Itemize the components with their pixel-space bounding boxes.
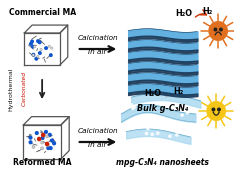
Circle shape bbox=[37, 55, 39, 58]
Circle shape bbox=[206, 101, 226, 121]
Circle shape bbox=[51, 47, 53, 49]
Circle shape bbox=[52, 141, 56, 146]
Circle shape bbox=[49, 53, 53, 57]
Circle shape bbox=[132, 121, 134, 123]
Circle shape bbox=[132, 107, 134, 109]
Circle shape bbox=[44, 46, 48, 50]
Circle shape bbox=[220, 28, 222, 31]
Text: H₂O: H₂O bbox=[144, 90, 161, 98]
Text: H₂O: H₂O bbox=[175, 9, 192, 19]
Circle shape bbox=[31, 45, 35, 49]
Circle shape bbox=[41, 133, 45, 137]
Circle shape bbox=[50, 139, 54, 143]
Circle shape bbox=[212, 108, 215, 111]
Text: Carbonated: Carbonated bbox=[22, 71, 27, 106]
Circle shape bbox=[32, 145, 35, 148]
Circle shape bbox=[176, 134, 178, 136]
Circle shape bbox=[149, 116, 151, 118]
Text: Calcination: Calcination bbox=[77, 35, 118, 41]
Circle shape bbox=[31, 53, 35, 57]
Circle shape bbox=[157, 132, 159, 134]
Circle shape bbox=[151, 133, 154, 136]
Circle shape bbox=[173, 121, 175, 124]
Circle shape bbox=[181, 114, 183, 116]
Text: Bulk g-C₃N₄: Bulk g-C₃N₄ bbox=[137, 104, 189, 113]
Circle shape bbox=[49, 146, 53, 150]
Text: In air: In air bbox=[88, 142, 107, 148]
Circle shape bbox=[46, 135, 49, 138]
Text: Reformed MA: Reformed MA bbox=[13, 158, 71, 167]
Circle shape bbox=[143, 116, 146, 118]
Circle shape bbox=[169, 135, 171, 137]
Text: Commercial MA: Commercial MA bbox=[9, 8, 76, 17]
Circle shape bbox=[132, 107, 135, 109]
Circle shape bbox=[38, 51, 42, 55]
Circle shape bbox=[48, 133, 52, 137]
Text: Calcination: Calcination bbox=[77, 128, 118, 134]
Circle shape bbox=[32, 54, 34, 56]
Circle shape bbox=[218, 108, 220, 111]
Text: H₂: H₂ bbox=[202, 6, 212, 15]
Circle shape bbox=[163, 120, 165, 123]
Circle shape bbox=[131, 127, 133, 129]
Circle shape bbox=[41, 141, 44, 144]
Circle shape bbox=[34, 57, 38, 61]
Text: Hydrothermal: Hydrothermal bbox=[8, 67, 13, 111]
Circle shape bbox=[40, 48, 42, 51]
Circle shape bbox=[214, 28, 217, 31]
Text: H₂: H₂ bbox=[173, 87, 184, 95]
Circle shape bbox=[40, 136, 45, 140]
Circle shape bbox=[186, 112, 189, 114]
Circle shape bbox=[45, 142, 49, 146]
Circle shape bbox=[147, 127, 149, 130]
Circle shape bbox=[29, 42, 33, 46]
Circle shape bbox=[41, 147, 44, 150]
Circle shape bbox=[46, 144, 49, 147]
Circle shape bbox=[134, 105, 136, 108]
Circle shape bbox=[46, 146, 50, 150]
Circle shape bbox=[208, 21, 228, 41]
Circle shape bbox=[153, 108, 156, 111]
Circle shape bbox=[33, 46, 36, 48]
Circle shape bbox=[38, 40, 42, 44]
Circle shape bbox=[36, 39, 40, 43]
Circle shape bbox=[145, 132, 148, 135]
Text: In air: In air bbox=[88, 49, 107, 55]
Circle shape bbox=[35, 131, 39, 135]
Circle shape bbox=[150, 123, 153, 125]
Circle shape bbox=[37, 137, 41, 141]
Circle shape bbox=[28, 136, 33, 140]
Circle shape bbox=[48, 45, 50, 47]
Circle shape bbox=[44, 130, 48, 134]
Text: mpg-C₃N₄ nanosheets: mpg-C₃N₄ nanosheets bbox=[116, 158, 209, 167]
Circle shape bbox=[130, 104, 133, 106]
Circle shape bbox=[30, 40, 34, 43]
Circle shape bbox=[29, 140, 33, 144]
